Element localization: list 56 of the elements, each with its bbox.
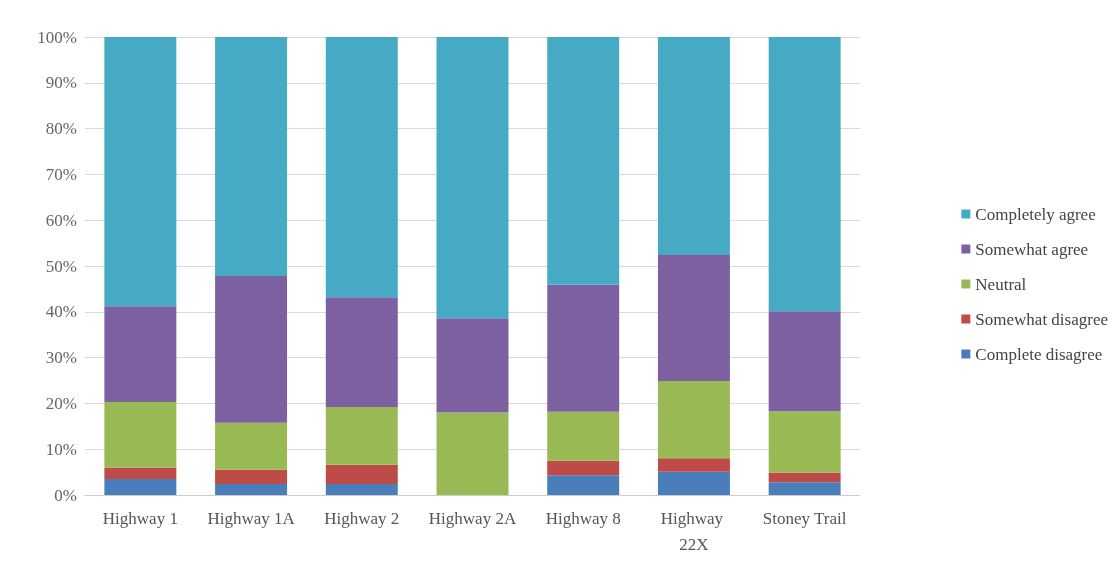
bar (436, 37, 509, 319)
bar (104, 37, 177, 307)
bar (547, 37, 620, 285)
legend-label: Somewhat agree (975, 239, 1089, 259)
bar (104, 306, 177, 403)
y-tick-label: 80% (45, 119, 77, 139)
y-tick-label: 20% (45, 393, 77, 413)
x-tick-label: Highway 2A (428, 508, 517, 528)
y-tick-label: 90% (45, 73, 77, 93)
legend-label: Complete disagree (975, 344, 1103, 364)
bar (325, 484, 398, 495)
bar (657, 458, 730, 472)
bar (215, 276, 288, 423)
bar (547, 284, 620, 412)
bar (436, 412, 509, 495)
bar (657, 380, 730, 459)
bar (215, 37, 288, 277)
bar (768, 37, 841, 312)
legend-label: Neutral (975, 274, 1027, 294)
legend-label: Completely agree (975, 204, 1096, 224)
bar (215, 484, 288, 495)
y-tick-label: 60% (45, 210, 77, 230)
bar (547, 411, 620, 461)
x-tick-label: Highway 1 (102, 508, 178, 528)
bar (657, 471, 730, 495)
y-tick-label: 100% (37, 27, 77, 47)
bar (768, 411, 841, 473)
x-tick-label: Highway 1A (207, 508, 296, 528)
x-tick-label: Highway 8 (545, 508, 621, 528)
x-tick-label: Highway 22X (660, 508, 728, 554)
bar (657, 255, 730, 381)
y-tick-label: 50% (45, 256, 77, 276)
bar (547, 460, 620, 476)
bar (768, 311, 841, 412)
bar (325, 464, 398, 485)
y-tick-label: 30% (45, 348, 77, 368)
bar (325, 37, 398, 298)
bar (104, 467, 177, 479)
legend-label: Somewhat disagree (975, 309, 1108, 329)
bar (768, 472, 841, 483)
x-tick-label: Stoney Trail (762, 508, 847, 528)
bar (104, 402, 177, 468)
bar (657, 37, 730, 256)
bar (215, 422, 288, 470)
y-tick-label: 70% (45, 164, 77, 184)
y-tick-label: 40% (45, 302, 77, 322)
y-tick-label: 0% (54, 485, 77, 505)
bar (215, 469, 288, 485)
y-tick-label: 10% (45, 439, 77, 459)
bar (325, 297, 398, 408)
bar (547, 475, 620, 495)
bar (768, 482, 841, 495)
bar (436, 318, 509, 413)
x-tick-label: Highway 2 (324, 508, 400, 528)
bar (104, 478, 177, 495)
bar (325, 407, 398, 465)
